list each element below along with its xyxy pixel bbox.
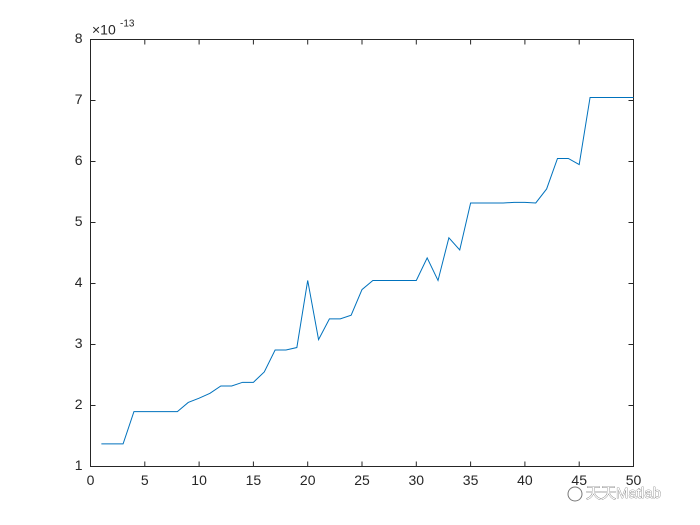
x-tick-label: 10 bbox=[191, 472, 207, 488]
y-tick-label: 2 bbox=[75, 396, 83, 412]
y-exponent: -13 bbox=[120, 19, 135, 30]
x-tick-label: 50 bbox=[626, 472, 642, 488]
x-tick-label: 15 bbox=[246, 472, 262, 488]
y-tick-label: 3 bbox=[75, 335, 83, 351]
data-line bbox=[101, 96, 634, 445]
watermark-icon bbox=[567, 486, 583, 502]
watermark-group: 天天Matlab bbox=[567, 485, 661, 502]
y-tick-label: 5 bbox=[75, 213, 83, 229]
y-tick-label: 4 bbox=[75, 274, 83, 290]
x-tick-label: 40 bbox=[517, 472, 533, 488]
x-tick-label: 35 bbox=[463, 472, 479, 488]
y-tick-label: 6 bbox=[75, 152, 83, 168]
x-tick-label: 30 bbox=[409, 472, 425, 488]
axes-box bbox=[90, 39, 634, 467]
y-tick-label: 1 bbox=[75, 457, 83, 473]
y-tick-label: 7 bbox=[75, 91, 83, 107]
x-tick-label: 5 bbox=[141, 472, 149, 488]
x-tick-label: 45 bbox=[571, 472, 587, 488]
y-multiplier: ×10 bbox=[92, 22, 116, 38]
watermark: 天天Matlab bbox=[586, 485, 661, 502]
y-tick-label: 8 bbox=[75, 30, 83, 46]
x-tick-label: 20 bbox=[300, 472, 316, 488]
x-tick-label: 25 bbox=[354, 472, 370, 488]
x-tick-label: 0 bbox=[87, 472, 95, 488]
